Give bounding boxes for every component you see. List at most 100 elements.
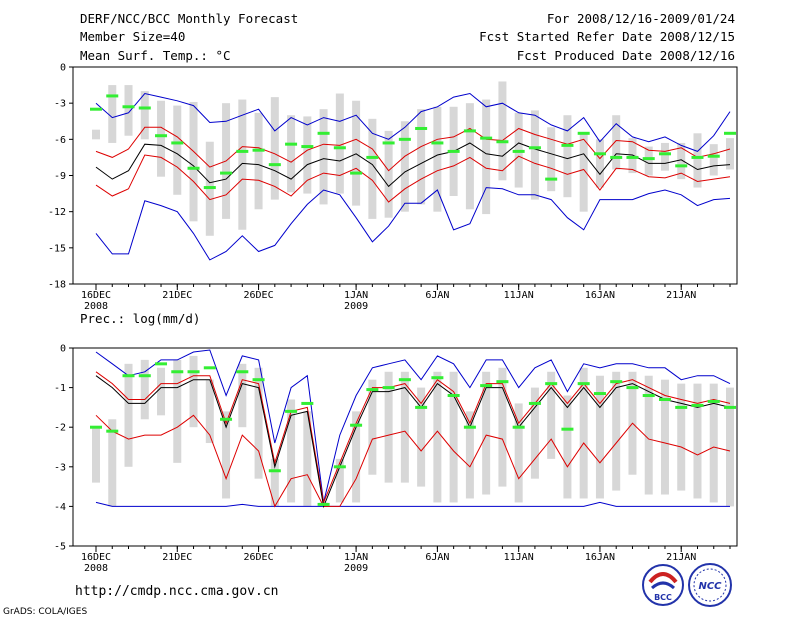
ensemble-box-day-38 [693, 133, 702, 188]
observed-marker-day-32 [593, 152, 606, 156]
x-tick-label: 16DEC [81, 552, 111, 563]
y-tick-label: 0 [60, 63, 66, 74]
observed-marker-day-19 [382, 386, 395, 390]
ensemble-box-day-2 [108, 419, 117, 507]
observed-marker-day-34 [626, 386, 639, 390]
x-tick-label: 21JAN [666, 290, 696, 301]
min-line [95, 187, 731, 261]
observed-marker-day-15 [317, 131, 330, 135]
ensemble-box-day-34 [628, 138, 637, 174]
observed-marker-day-12 [268, 469, 281, 473]
ensemble-box-day-39 [709, 383, 718, 503]
forecast-period: For 2008/12/16-2009/01/24 [547, 11, 735, 26]
observed-marker-day-22 [431, 141, 444, 145]
y-tick-label: -6 [54, 135, 66, 146]
ensemble-box-day-21 [417, 387, 426, 487]
observed-marker-day-25 [480, 384, 493, 388]
observed-marker-day-38 [691, 155, 704, 159]
observed-marker-day-5 [155, 362, 168, 366]
ensemble-box-day-20 [400, 121, 409, 212]
observed-marker-day-20 [398, 137, 411, 141]
ensemble-box-day-7 [189, 355, 198, 428]
ensemble-box-day-36 [660, 379, 669, 495]
observed-marker-day-38 [691, 403, 704, 407]
ensemble-box-day-4 [140, 91, 149, 140]
ensemble-box-day-22 [433, 106, 442, 212]
ensemble-box-day-9 [222, 411, 231, 499]
observed-marker-day-7 [187, 166, 200, 170]
ensemble-box-day-13 [287, 115, 296, 193]
observed-marker-day-32 [593, 392, 606, 396]
observed-marker-day-2 [106, 94, 119, 98]
x-tick-label: 21JAN [666, 552, 696, 563]
ensemble-box-day-7 [189, 101, 198, 222]
ensemble-box-day-11 [254, 112, 263, 210]
ensemble-box-day-40 [726, 387, 734, 507]
variable-label: Mean Surf. Temp.: °C [80, 48, 231, 63]
footer-url: http://cmdp.ncc.cma.gov.cn [75, 584, 279, 599]
observed-marker-day-34 [626, 155, 639, 159]
observed-marker-day-36 [658, 397, 671, 401]
ensemble-box-day-33 [612, 115, 621, 170]
ensemble-box-day-31 [579, 133, 588, 212]
ensemble-box-day-19 [384, 371, 393, 483]
observed-marker-day-18 [366, 155, 379, 159]
ensemble-box-day-37 [677, 383, 686, 491]
observed-marker-day-25 [480, 136, 493, 140]
ensemble-mean-line [95, 142, 731, 188]
ensemble-box-day-35 [644, 375, 653, 495]
observed-marker-day-29 [545, 177, 558, 181]
ensemble-box-day-40 [726, 138, 734, 170]
ensemble-box-day-16 [335, 458, 344, 503]
observed-marker-day-23 [447, 149, 460, 153]
observed-marker-day-27 [512, 149, 525, 153]
observed-marker-day-22 [431, 376, 444, 380]
ensemble-box-day-35 [644, 146, 653, 176]
ensemble-box-day-4 [140, 359, 149, 420]
ensemble-box-day-26 [498, 367, 507, 487]
ensemble-box-day-2 [108, 85, 117, 143]
upper-spread-line [95, 126, 731, 172]
bcc-logo: BCC [642, 564, 684, 606]
ensemble-box-day-6 [173, 359, 182, 463]
max-line [95, 349, 731, 503]
x-tick-label: 26DEC [244, 552, 274, 563]
observed-marker-day-8 [203, 186, 216, 190]
y-tick-label: -2 [54, 423, 66, 434]
observed-marker-day-19 [382, 141, 395, 145]
ensemble-box-day-21 [417, 109, 426, 205]
observed-marker-day-5 [155, 134, 168, 138]
x-tick-label: 1JAN [344, 290, 368, 301]
precip-panel-title: Prec.: log(mm/d) [80, 311, 200, 326]
y-tick-label: -5 [54, 542, 66, 553]
observed-marker-day-4 [138, 374, 151, 378]
observed-marker-day-16 [333, 465, 346, 469]
observed-marker-day-26 [496, 140, 509, 144]
ensemble-box-day-37 [677, 142, 686, 180]
ensemble-mean-line [95, 375, 731, 509]
ensemble-box-day-36 [660, 142, 669, 171]
y-tick-label: -15 [48, 243, 66, 254]
observed-marker-day-16 [333, 146, 346, 150]
ncc-logo: NCC [688, 563, 732, 607]
fcst-produced-date: Fcst Produced Date 2008/12/16 [517, 48, 735, 63]
ensemble-box-day-33 [612, 371, 621, 491]
observed-marker-day-26 [496, 380, 509, 384]
observed-marker-day-29 [545, 382, 558, 386]
member-size: Member Size=40 [80, 29, 185, 44]
y-tick-label: -3 [54, 99, 66, 110]
min-line [95, 501, 730, 507]
x-tick-label: 21DEC [162, 552, 192, 563]
observed-marker-day-9 [220, 417, 233, 421]
lower-spread-line [95, 154, 731, 203]
observed-marker-day-1 [90, 425, 102, 429]
observed-marker-day-24 [463, 425, 476, 429]
x-tick-label: 1JAN [344, 552, 368, 563]
x-tick-label: 11JAN [504, 552, 534, 563]
ensemble-box-day-39 [709, 144, 718, 176]
observed-marker-day-35 [642, 157, 655, 161]
ensemble-box-day-23 [449, 371, 458, 503]
y-tick-label: -3 [54, 462, 66, 473]
ensemble-box-day-10 [238, 363, 247, 428]
